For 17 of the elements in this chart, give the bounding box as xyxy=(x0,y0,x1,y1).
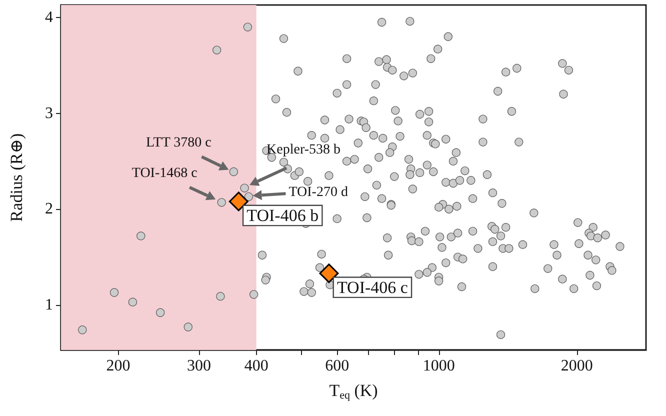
annotation: Kepler-538 b xyxy=(266,142,341,158)
y-tick-label: 3 xyxy=(45,104,53,122)
annotation: LTT 3780 c xyxy=(146,135,212,150)
annotation: TOI-406 b xyxy=(246,206,319,225)
x-tick-label: 200 xyxy=(106,358,130,374)
y-tick-label: 2 xyxy=(45,200,53,218)
annotation: TOI-406 c xyxy=(336,278,408,297)
annotation: TOI-270 d xyxy=(288,185,348,200)
y-axis-title: Radius (R⊕) xyxy=(7,133,26,222)
x-tick-label: 600 xyxy=(325,358,350,374)
x-tick-label: 1000 xyxy=(422,358,455,374)
x-tick-label: 2000 xyxy=(560,358,593,374)
y-tick-label: 4 xyxy=(45,8,53,26)
y-tick-label: 1 xyxy=(45,296,53,314)
x-tick-label: 300 xyxy=(187,358,212,374)
annotation: TOI-1468 c xyxy=(132,166,198,181)
x-tick-label: 400 xyxy=(244,358,268,374)
